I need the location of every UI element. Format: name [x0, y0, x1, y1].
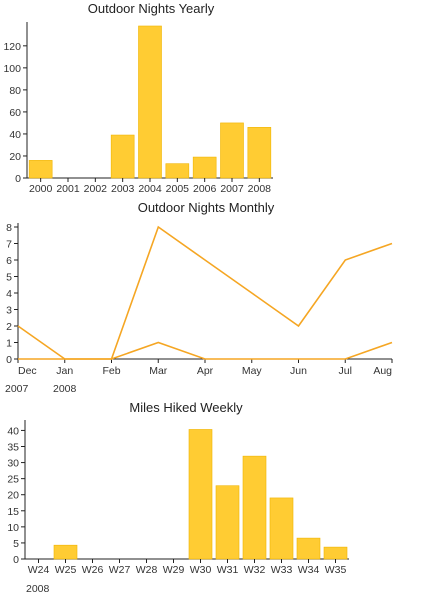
y-tick-label: 80 — [9, 85, 21, 97]
y-tick-label: 8 — [6, 222, 12, 234]
x-tick-label: 2002 — [84, 183, 108, 195]
x-tick-label: W24 — [28, 564, 50, 576]
x-tick-label: 2005 — [166, 183, 190, 195]
y-tick-label: 0 — [13, 554, 19, 566]
y-tick-label: 7 — [6, 239, 12, 251]
y-tick-label: 40 — [7, 425, 19, 437]
y-tick-label: 120 — [3, 41, 21, 53]
monthly-chart-title: Outdoor Nights Monthly — [138, 200, 275, 215]
x-tick-label: Jul — [339, 365, 352, 377]
y-tick-label: 40 — [9, 129, 21, 141]
bar-w25 — [53, 544, 78, 560]
x-tick-label: W34 — [298, 564, 320, 576]
yearly-bar-chart: Outdoor Nights Yearly 0 20 40 60 80 100 120 200… — [3, 1, 273, 195]
bar-2005 — [165, 163, 190, 179]
bar-2003 — [110, 134, 135, 179]
x-tick-label: W32 — [244, 564, 266, 576]
x-tick-label: 2004 — [138, 183, 162, 195]
x-tick-label: Feb — [102, 365, 120, 377]
x-tick-label: W33 — [271, 564, 293, 576]
year-label: 2007 — [5, 383, 29, 395]
x-tick-label: Jun — [290, 365, 307, 377]
bar-w31 — [215, 485, 240, 560]
x-tick-label: W28 — [136, 564, 158, 576]
y-tick-label: 25 — [7, 474, 19, 486]
series-line-1 — [17, 225, 393, 360]
x-tick-label: May — [242, 365, 263, 377]
bar-2000 — [28, 160, 53, 179]
y-tick-label: 15 — [7, 506, 19, 518]
y-tick-label: 0 — [15, 173, 21, 185]
y-tick-label: 6 — [6, 255, 12, 267]
y-tick-label: 60 — [9, 107, 21, 119]
bar-2008 — [247, 127, 272, 179]
y-tick-label: 5 — [6, 272, 12, 284]
x-tick-label: W27 — [109, 564, 131, 576]
x-tick-label: 2007 — [220, 183, 244, 195]
x-tick-label: 2001 — [56, 183, 80, 195]
x-tick-label: Jan — [56, 365, 73, 377]
bar-w34 — [296, 537, 321, 560]
bar-2006 — [192, 156, 217, 179]
y-tick-label: 1 — [6, 338, 12, 350]
x-tick-label: W30 — [190, 564, 212, 576]
weekly-chart-title: Miles Hiked Weekly — [129, 400, 243, 415]
x-tick-label: W35 — [325, 564, 347, 576]
x-tick-label: Apr — [197, 365, 214, 377]
y-tick-label: 10 — [7, 522, 19, 534]
series-line-2 — [18, 341, 393, 360]
y-tick-label: 20 — [7, 490, 19, 502]
y-tick-label: 0 — [6, 354, 12, 366]
x-tick-label: Mar — [149, 365, 168, 377]
bar-2007 — [220, 122, 244, 179]
monthly-line-chart: Outdoor Nights Monthly 0 1 2 3 4 5 6 7 8 Dec Jan Fe… — [5, 200, 393, 395]
x-tick-label: W25 — [55, 564, 77, 576]
weekly-bar-chart: Miles Hiked Weekly 0 5 10 15 20 25 30 35 40 W24 W2… — [7, 400, 349, 595]
year-label: 2008 — [26, 583, 50, 595]
x-tick-label: 2006 — [193, 183, 217, 195]
y-tick-label: 5 — [13, 538, 19, 550]
y-tick-label: 4 — [6, 288, 12, 300]
yearly-chart-title: Outdoor Nights Yearly — [88, 1, 215, 16]
x-tick-label: W29 — [163, 564, 185, 576]
bar-w30 — [188, 429, 213, 560]
x-tick-label: 2003 — [111, 183, 135, 195]
x-tick-label: 2000 — [29, 183, 53, 195]
y-tick-label: 2 — [6, 321, 12, 333]
x-tick-label: Aug — [373, 365, 392, 377]
x-tick-label: Dec — [18, 365, 37, 377]
x-tick-label: 2008 — [248, 183, 272, 195]
bar-w32 — [242, 455, 267, 560]
bar-w35 — [323, 546, 348, 560]
y-tick-label: 3 — [6, 305, 12, 317]
bar-2004 — [138, 25, 162, 179]
year-label: 2008 — [53, 383, 77, 395]
y-tick-label: 20 — [9, 151, 21, 163]
y-tick-label: 35 — [7, 442, 19, 454]
y-tick-label: 100 — [3, 63, 21, 75]
x-tick-label: W26 — [82, 564, 104, 576]
x-tick-label: W31 — [217, 564, 239, 576]
bar-w33 — [269, 497, 294, 560]
y-tick-label: 30 — [7, 458, 19, 470]
